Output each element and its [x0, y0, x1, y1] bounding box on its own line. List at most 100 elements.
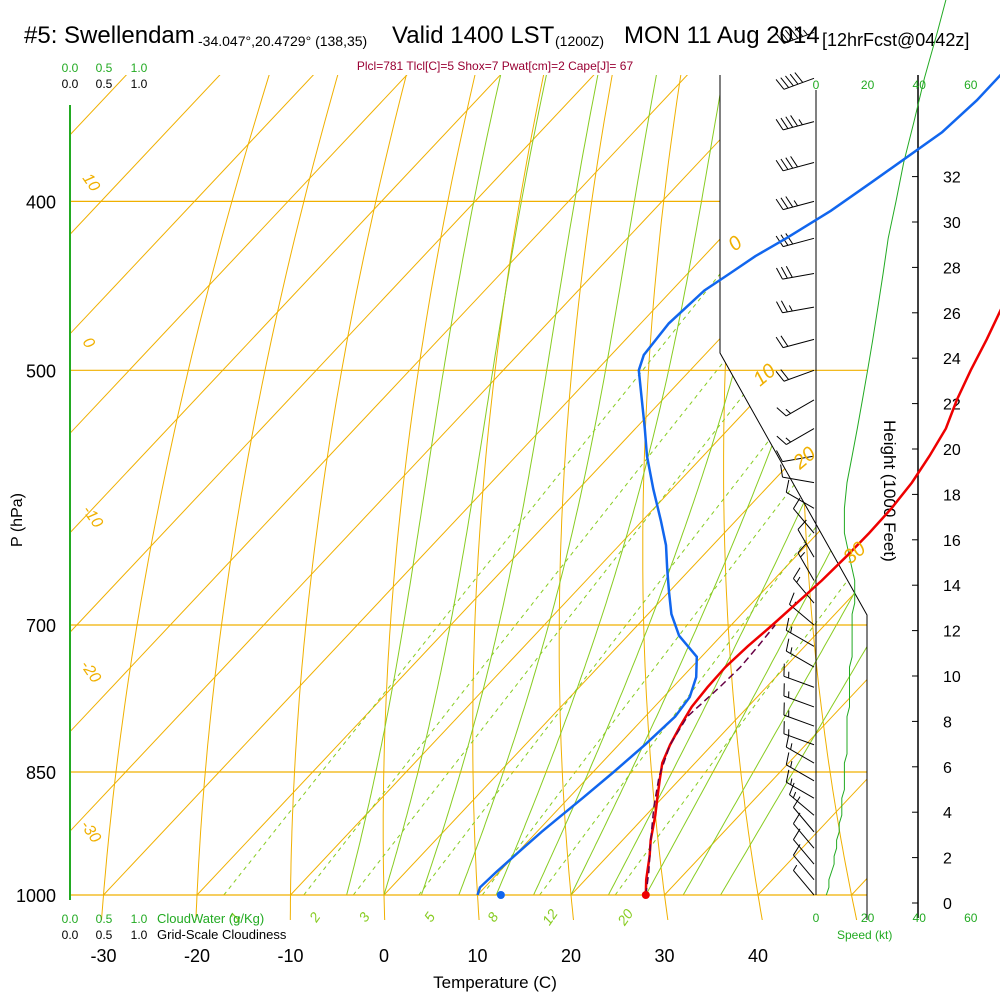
dry-adiabat-line	[289, 75, 483, 920]
wind-barb-half-flag	[785, 408, 791, 414]
wind-barb	[793, 497, 815, 534]
wind-barb-flag	[785, 196, 794, 208]
wind-barb-staff	[786, 746, 815, 764]
wind-barb-flag	[780, 266, 788, 279]
wind-barb-half-flag	[785, 437, 791, 443]
wind-barb	[785, 769, 815, 799]
wind-barb-staff	[786, 428, 815, 445]
wind-barb-half-flag	[800, 552, 806, 558]
wind-barb-flag	[797, 519, 807, 530]
wind-barb	[776, 428, 815, 445]
wind-barb-flag	[785, 233, 794, 245]
wind-barb-staff	[782, 338, 815, 349]
cloud-water-tick-label: 0.5	[96, 61, 113, 75]
isotherm-line	[70, 75, 623, 896]
wind-barb-flag	[793, 812, 801, 824]
wind-barb-staff	[782, 162, 815, 172]
wind-barb-staff	[783, 714, 815, 727]
wind-barb-flag	[775, 33, 785, 44]
wind-barb-half-flag	[792, 791, 797, 799]
wind-barb-staff	[797, 552, 815, 581]
wind-barb-flag	[780, 300, 788, 313]
wind-barb	[789, 782, 815, 816]
wind-barb-flag	[789, 73, 799, 85]
wind-barb	[785, 734, 815, 764]
mixing-ratio-line	[303, 201, 852, 896]
wind-barb-staff	[782, 476, 815, 484]
temperature-tick-label: 20	[561, 946, 581, 966]
wind-barb	[793, 812, 815, 849]
valid-time-utc: (1200Z)	[555, 33, 605, 49]
wind-barb-flag	[785, 157, 794, 169]
wind-barb	[775, 196, 815, 211]
wind-barb-staff	[786, 650, 815, 668]
wind-barb	[793, 844, 815, 881]
cloud-water-label: CloudWater (g/Kg)	[157, 911, 264, 926]
wind-barb-flag	[775, 119, 784, 131]
wind-barb-half-flag	[790, 778, 793, 785]
isotherm-line	[70, 75, 530, 896]
speed-tick-label: 40	[913, 78, 927, 92]
wind-barb-flag	[775, 79, 785, 90]
wind-barb-flag	[785, 769, 790, 783]
wind-barb-flag	[785, 75, 794, 87]
wind-barb	[793, 864, 815, 896]
dry-adiabat-label: 0	[79, 335, 98, 352]
moist-adiabat-line	[682, 75, 867, 896]
pressure-tick-label: 1000	[16, 886, 56, 906]
valid-time: Valid 1400 LST	[392, 22, 555, 49]
wind-barb-flag	[790, 156, 798, 168]
parcel-curve	[645, 624, 776, 896]
sounding-curves	[476, 73, 1000, 899]
wind-barb-flag	[785, 116, 794, 128]
mixing-ratio-line	[539, 201, 867, 896]
wind-barb	[775, 156, 815, 172]
wind-barb-flag	[780, 158, 789, 170]
wind-barb-flag	[776, 435, 787, 445]
wind-barb	[785, 638, 815, 668]
wind-barb	[775, 72, 815, 90]
height-tick-label: 26	[943, 306, 961, 323]
wind-barb-half-flag	[798, 119, 803, 125]
wind-barb-staff	[793, 807, 815, 833]
dry-adiabat-line	[723, 75, 794, 920]
moist-adiabat-label: 0	[724, 232, 747, 256]
speed-axis-label: Speed (kt)	[837, 928, 892, 942]
isotherm-line	[70, 75, 436, 896]
forecast-info: [12hrFcst@0442z]	[822, 30, 970, 50]
wind-barb-flag	[793, 567, 801, 579]
isotherm-line	[70, 75, 717, 896]
cloud-water-tick-label: 1.0	[131, 912, 148, 926]
height-tick-label: 2	[943, 851, 952, 868]
dry-adiabat-line	[195, 75, 421, 920]
moist-adiabat-line	[458, 75, 705, 896]
wind-barb-flag	[785, 617, 790, 631]
height-tick-label: 14	[943, 578, 961, 595]
wind-barb	[797, 542, 815, 581]
wind-barb-half-flag	[793, 864, 798, 871]
wind-barb	[783, 683, 815, 708]
wind-barb-staff	[782, 121, 815, 131]
moist-adiabat-label: 10	[749, 360, 780, 391]
isotherm-line	[70, 75, 867, 896]
wind-barb-flag	[785, 29, 794, 41]
wind-barb-half-flag	[790, 626, 793, 633]
wind-barb-flag	[780, 77, 790, 88]
wind-barb	[783, 663, 815, 688]
wind-barb-flag	[785, 638, 790, 652]
wind-speed-profile	[825, 0, 947, 896]
isotherm-line	[757, 75, 867, 896]
moist-adiabat-line	[420, 75, 650, 896]
wind-barb-flag	[780, 464, 783, 478]
wind-barb	[793, 567, 815, 604]
wind-barb-half-flag	[788, 305, 793, 312]
speed-tick-label: 20	[861, 911, 875, 925]
mixing-ratio-label: 12	[539, 906, 561, 928]
wind-barb-staff	[783, 31, 815, 44]
wind-barb-flag	[785, 734, 790, 748]
mixing-ratio-label: 5	[421, 909, 439, 925]
pressure-tick-label: 500	[26, 361, 56, 381]
dry-adiabat-line	[472, 75, 607, 920]
wind-barb-flag	[789, 28, 799, 39]
cloudiness-tick-label: 0.5	[96, 77, 113, 91]
